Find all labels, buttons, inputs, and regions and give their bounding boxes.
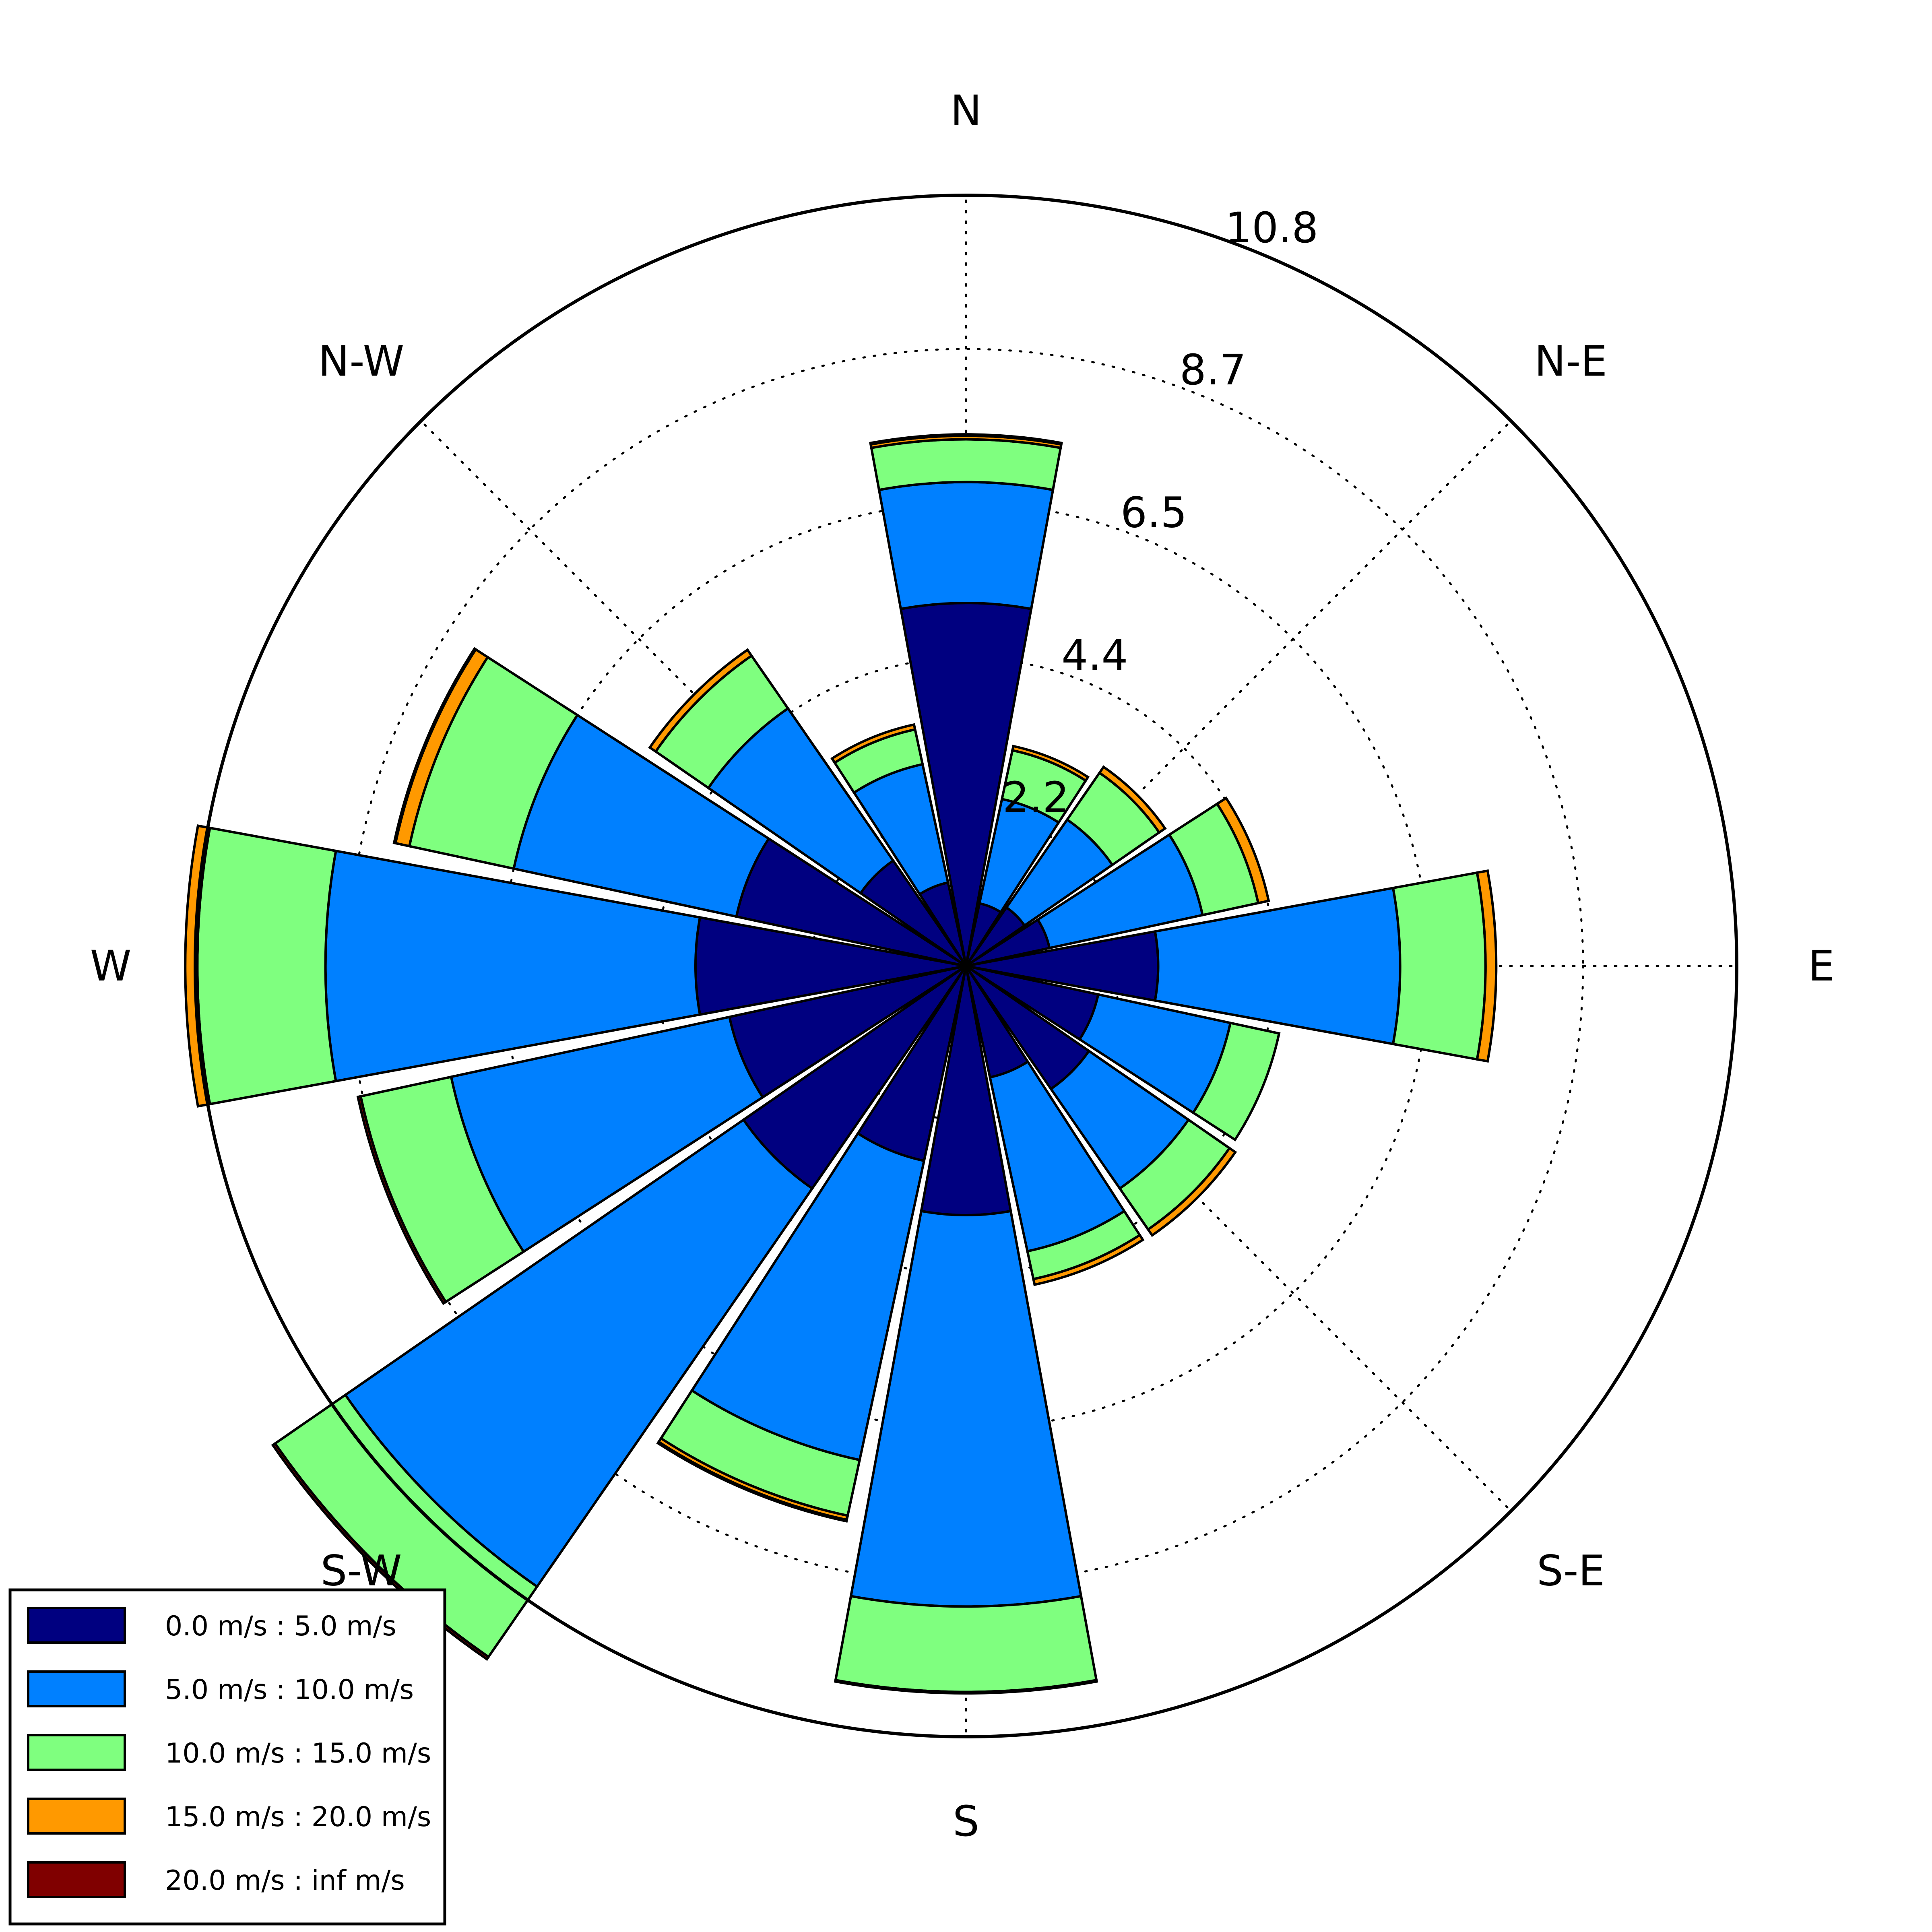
bar-sector-5-series-2 [1191, 1021, 1281, 1141]
legend-swatch-4 [27, 1861, 126, 1898]
direction-label-0: N [950, 86, 982, 135]
legend-label-0: 0.0 m/s : 5.0 m/s [165, 1610, 396, 1642]
radial-tick-label-4: 10.8 [1225, 203, 1319, 252]
radial-tick-label-0: 2.2 [1003, 773, 1069, 822]
bar-sector-12-series-2 [196, 826, 337, 1106]
direction-label-3: S-E [1537, 1546, 1605, 1596]
bar-sector-0-series-4 [869, 433, 1063, 446]
windrose-bars [184, 433, 1498, 1695]
bar-sector-1-series-3 [1011, 745, 1090, 782]
bar-sector-8-series-4 [834, 1678, 1098, 1695]
legend-label-2: 10.0 m/s : 15.0 m/s [165, 1738, 431, 1769]
radial-tick-label-1: 4.4 [1061, 631, 1128, 680]
radial-tick-labels: 2.2 4.4 6.5 8.7 10.8 [1003, 203, 1318, 822]
direction-label-4: S [953, 1797, 979, 1846]
bar-sector-4-series-3 [1476, 869, 1498, 1063]
direction-labels: N N-E E S-E S S-W W N-W [90, 86, 1835, 1846]
polar-frame [194, 194, 1738, 1738]
legend-swatch-0 [27, 1607, 126, 1644]
bar-sector-2-series-3 [1098, 765, 1167, 834]
bar-sector-7-series-3 [1032, 1233, 1145, 1286]
bar-sector-15-series-3 [830, 723, 917, 765]
direction-label-5: S-W [320, 1546, 402, 1596]
bar-sector-0-series-2 [870, 438, 1062, 491]
bar-sector-3-series-3 [1215, 796, 1270, 905]
legend-label-4: 20.0 m/s : inf m/s [165, 1865, 405, 1897]
bar-sector-14-series-3 [648, 648, 753, 753]
legend-swatch-2 [27, 1734, 126, 1771]
legend-label-1: 5.0 m/s : 10.0 m/s [165, 1674, 414, 1706]
bar-sector-0-series-1 [877, 481, 1055, 611]
direction-label-6: W [90, 941, 132, 991]
legend-swatch-3 [27, 1798, 126, 1835]
radial-tick-label-3: 8.7 [1180, 345, 1246, 394]
legend: 0.0 m/s : 5.0 m/s 5.0 m/s : 10.0 m/s 10.0 … [8, 1588, 446, 1926]
outer-circle [194, 194, 1738, 1738]
bar-sector-6-series-3 [1146, 1146, 1237, 1237]
bar-sector-12-series-3 [184, 824, 211, 1108]
legend-label-3: 15.0 m/s : 20.0 m/s [165, 1801, 431, 1833]
bar-sector-4-series-2 [1391, 871, 1487, 1061]
direction-label-1: N-E [1534, 336, 1607, 386]
bar-sector-8-series-2 [834, 1595, 1098, 1693]
direction-label-7: N-W [318, 336, 404, 386]
direction-label-2: E [1808, 941, 1835, 991]
legend-swatch-1 [27, 1670, 126, 1707]
bar-sector-11-series-4 [356, 1095, 448, 1305]
bar-sector-13-series-4 [392, 647, 478, 845]
radial-tick-label-2: 6.5 [1121, 488, 1187, 537]
bar-sector-9-series-4 [656, 1440, 848, 1523]
